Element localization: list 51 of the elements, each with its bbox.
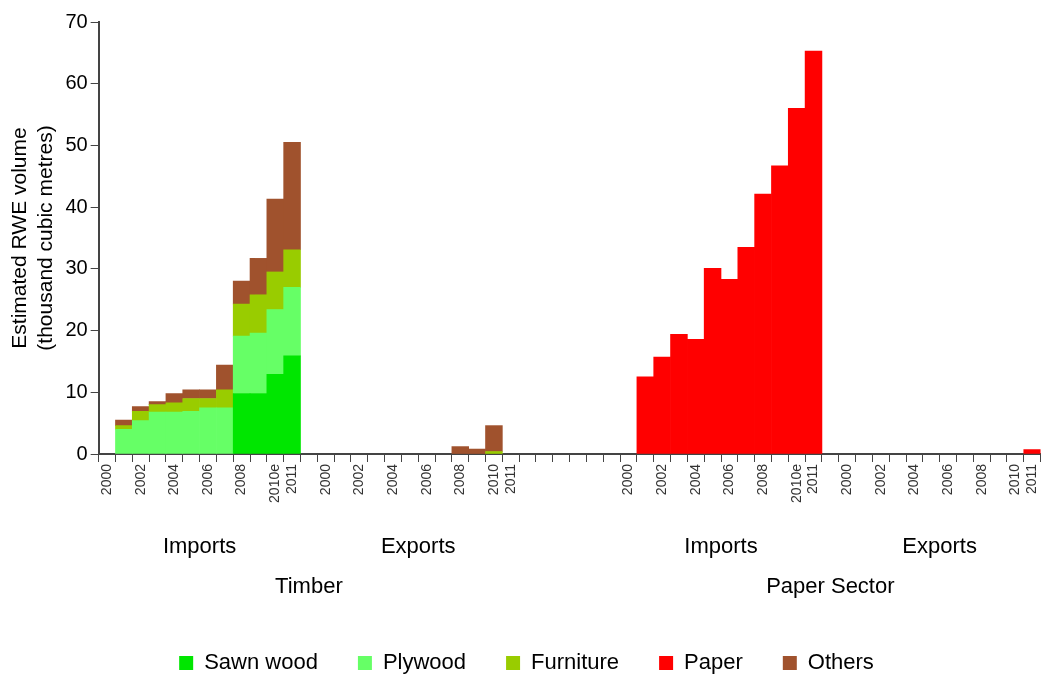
x-tick-label: 2010 bbox=[1006, 463, 1023, 496]
x-tick-label: 2006 bbox=[417, 463, 434, 496]
y-tick-label: 40 bbox=[65, 194, 88, 217]
x-tick-label: 2006 bbox=[720, 463, 737, 496]
x-tick-label: 2002 bbox=[652, 463, 669, 496]
x-tick-label: 2010e bbox=[787, 463, 804, 503]
bar bbox=[485, 451, 503, 454]
x-tick-label: 2011 bbox=[804, 463, 821, 495]
legend-label: Plywood bbox=[382, 649, 467, 675]
x-tick-label: 2004 bbox=[383, 463, 400, 496]
x-tick-label: 2011 bbox=[282, 463, 299, 495]
text: Exports bbox=[902, 533, 977, 559]
y-tick-label: 60 bbox=[65, 71, 88, 94]
x-tick-label: 2008 bbox=[451, 463, 468, 496]
x-tick-label: 2000 bbox=[97, 463, 114, 496]
x-tick-label: 2010 bbox=[484, 463, 501, 496]
x-tick-label: 2002 bbox=[871, 463, 888, 496]
x-tick-label: 2000 bbox=[838, 463, 855, 496]
x-tick-label: 2008 bbox=[972, 463, 989, 496]
x-tick-label: 2011 bbox=[501, 463, 518, 495]
x-tick-label: 2000 bbox=[619, 463, 636, 496]
legend-label: Furniture bbox=[531, 649, 620, 675]
x-tick-label: 2010e bbox=[266, 463, 283, 503]
x-tick-label: 2006 bbox=[938, 463, 955, 496]
x-tick-label: 2004 bbox=[686, 463, 703, 496]
legend-label: Paper bbox=[684, 649, 743, 675]
y-tick-label: 0 bbox=[76, 441, 88, 464]
y-tick-label: 50 bbox=[65, 132, 88, 155]
x-tick-label: 2002 bbox=[131, 463, 148, 496]
x-tick-label: 2011 bbox=[1023, 463, 1040, 495]
bar bbox=[216, 364, 234, 391]
x-tick-label: 2006 bbox=[198, 463, 215, 496]
y-tick-label: 20 bbox=[65, 318, 88, 341]
x-tick-label: 2002 bbox=[350, 463, 367, 496]
x-tick-label: 2008 bbox=[232, 463, 249, 496]
text: Paper Sector bbox=[766, 573, 895, 599]
y-axis-title: Estimated RWE volume (thousand cubic metres) bbox=[7, 125, 56, 351]
text: Imports bbox=[684, 533, 758, 559]
y-tick-label: 30 bbox=[65, 256, 88, 279]
y-tick-label: 10 bbox=[65, 379, 88, 402]
text: Timber bbox=[275, 573, 343, 599]
legend-label: Sawn wood bbox=[204, 649, 318, 675]
x-tick-label: 2008 bbox=[753, 463, 770, 496]
bar bbox=[1023, 449, 1041, 454]
y-tick-label: 70 bbox=[65, 9, 88, 32]
text: Exports bbox=[380, 533, 456, 559]
legend-label: Others bbox=[807, 649, 874, 675]
text: Imports bbox=[162, 533, 237, 559]
x-tick-label: 2004 bbox=[165, 463, 182, 496]
x-tick-label: 2000 bbox=[316, 463, 333, 496]
x-tick-label: 2004 bbox=[905, 463, 922, 496]
